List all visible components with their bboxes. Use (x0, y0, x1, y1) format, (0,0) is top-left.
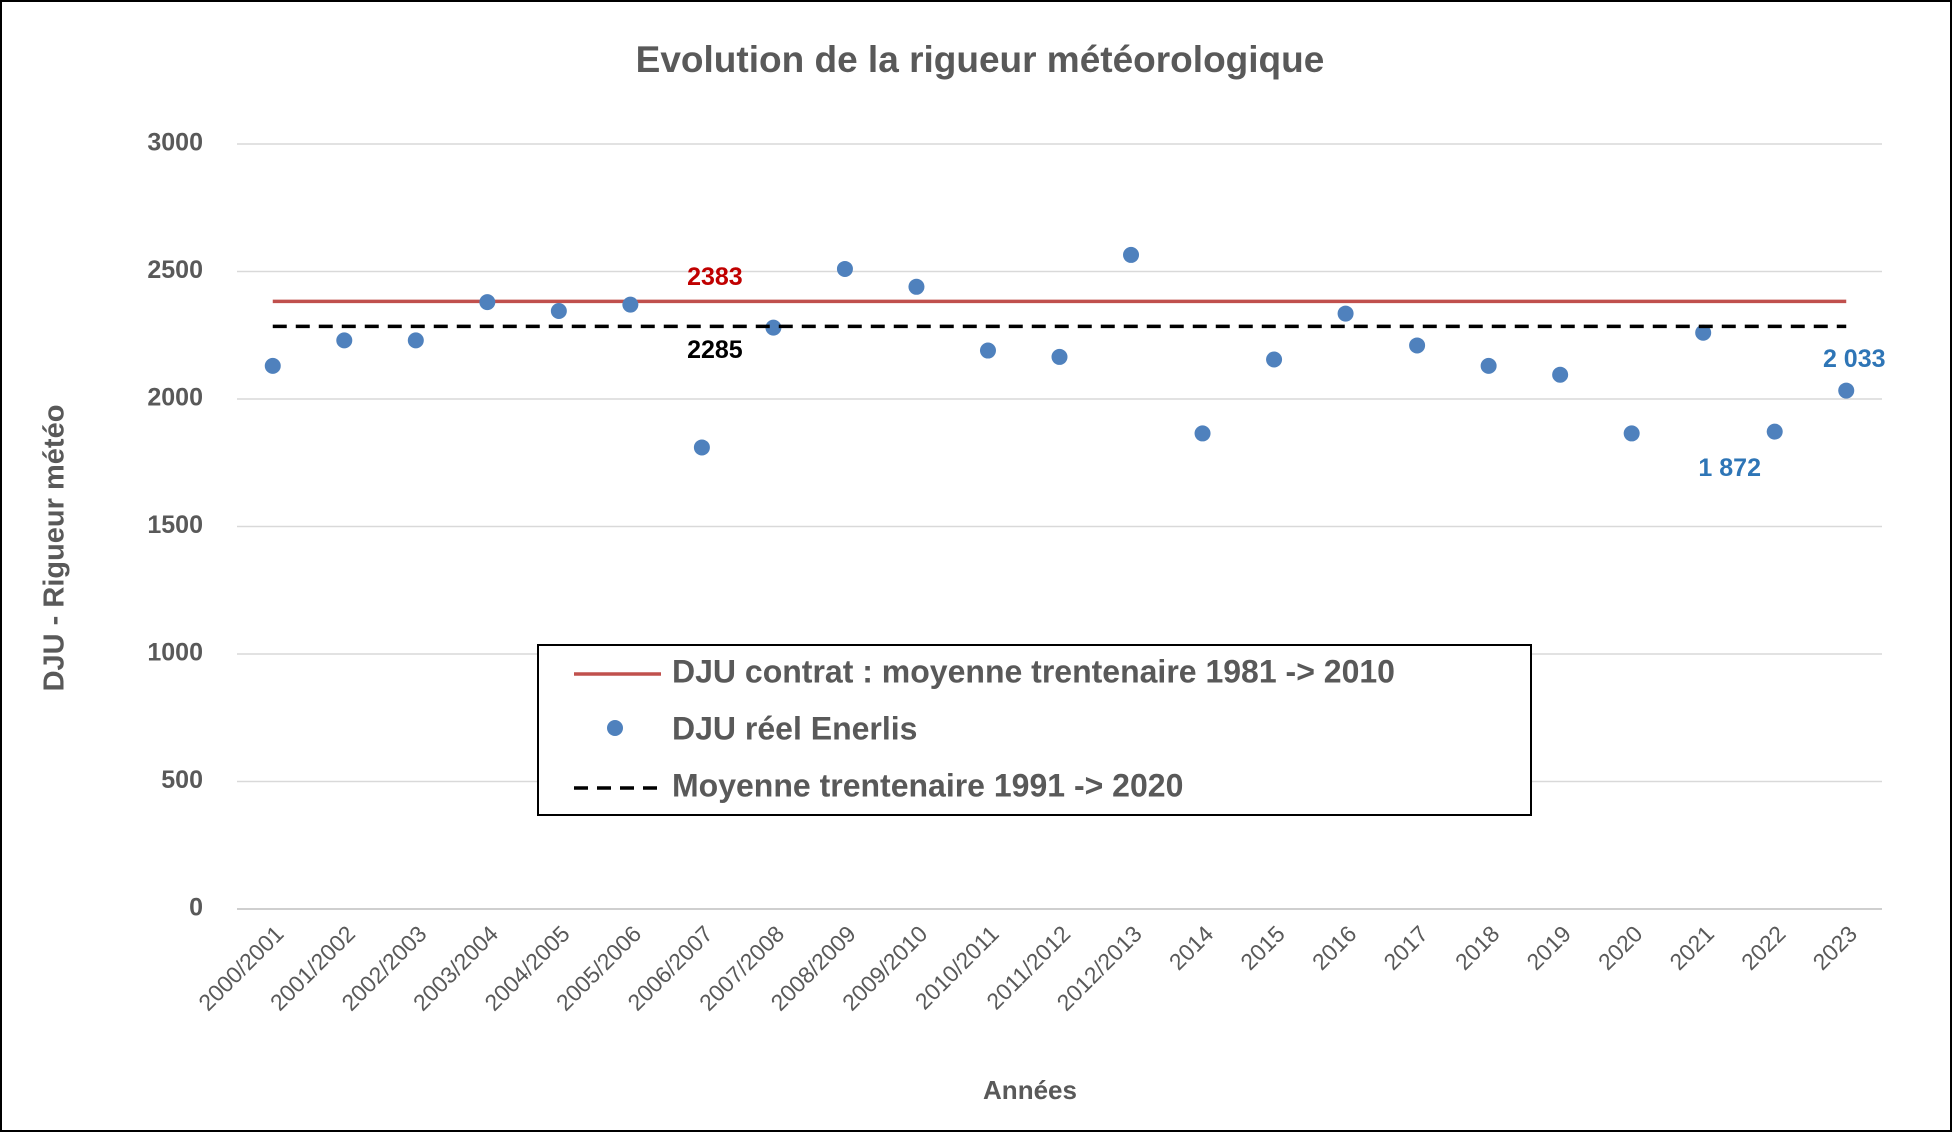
data-label: 2285 (687, 336, 743, 364)
data-point (693, 439, 710, 456)
data-point (979, 342, 996, 359)
data-point (407, 332, 424, 349)
data-point (1480, 357, 1497, 374)
x-axis-title: Années (983, 1075, 1077, 1105)
data-point (765, 319, 782, 336)
y-tick-label: 1000 (147, 639, 203, 667)
y-tick-label: 1500 (147, 511, 203, 539)
y-tick-label: 3000 (147, 129, 203, 157)
data-point (336, 332, 353, 349)
legend-label: DJU réel Enerlis (672, 710, 917, 746)
y-tick-label: 500 (161, 766, 203, 794)
legend-label: Moyenne trentenaire 1991 -> 2020 (672, 767, 1183, 803)
data-point (1623, 425, 1640, 442)
data-point (264, 357, 281, 374)
y-tick-label: 0 (189, 894, 203, 922)
data-point (908, 278, 925, 295)
data-point (550, 303, 567, 320)
data-point (1123, 246, 1140, 263)
data-point (1552, 366, 1569, 383)
legend-label: DJU contrat : moyenne trentenaire 1981 -… (672, 653, 1395, 689)
data-point (1409, 337, 1426, 354)
data-label: 1 872 (1698, 454, 1761, 482)
data-label: 2383 (687, 263, 743, 291)
y-tick-label: 2000 (147, 384, 203, 412)
data-point (1337, 305, 1354, 322)
data-point (1051, 348, 1068, 365)
data-point (622, 296, 639, 313)
y-tick-label: 2500 (147, 256, 203, 284)
data-point (479, 294, 496, 311)
data-point (836, 260, 853, 277)
legend-box (537, 644, 1532, 816)
chart-title: Evolution de la rigueur météorologique (636, 39, 1325, 80)
y-axis-title: DJU - Rigueur météo (39, 405, 71, 692)
data-point (1766, 423, 1783, 440)
legend-swatch (607, 720, 623, 736)
data-point (1266, 351, 1283, 368)
data-point (1695, 324, 1712, 341)
data-point (1838, 382, 1855, 399)
data-point (1194, 425, 1211, 442)
data-label: 2 033 (1823, 345, 1886, 373)
